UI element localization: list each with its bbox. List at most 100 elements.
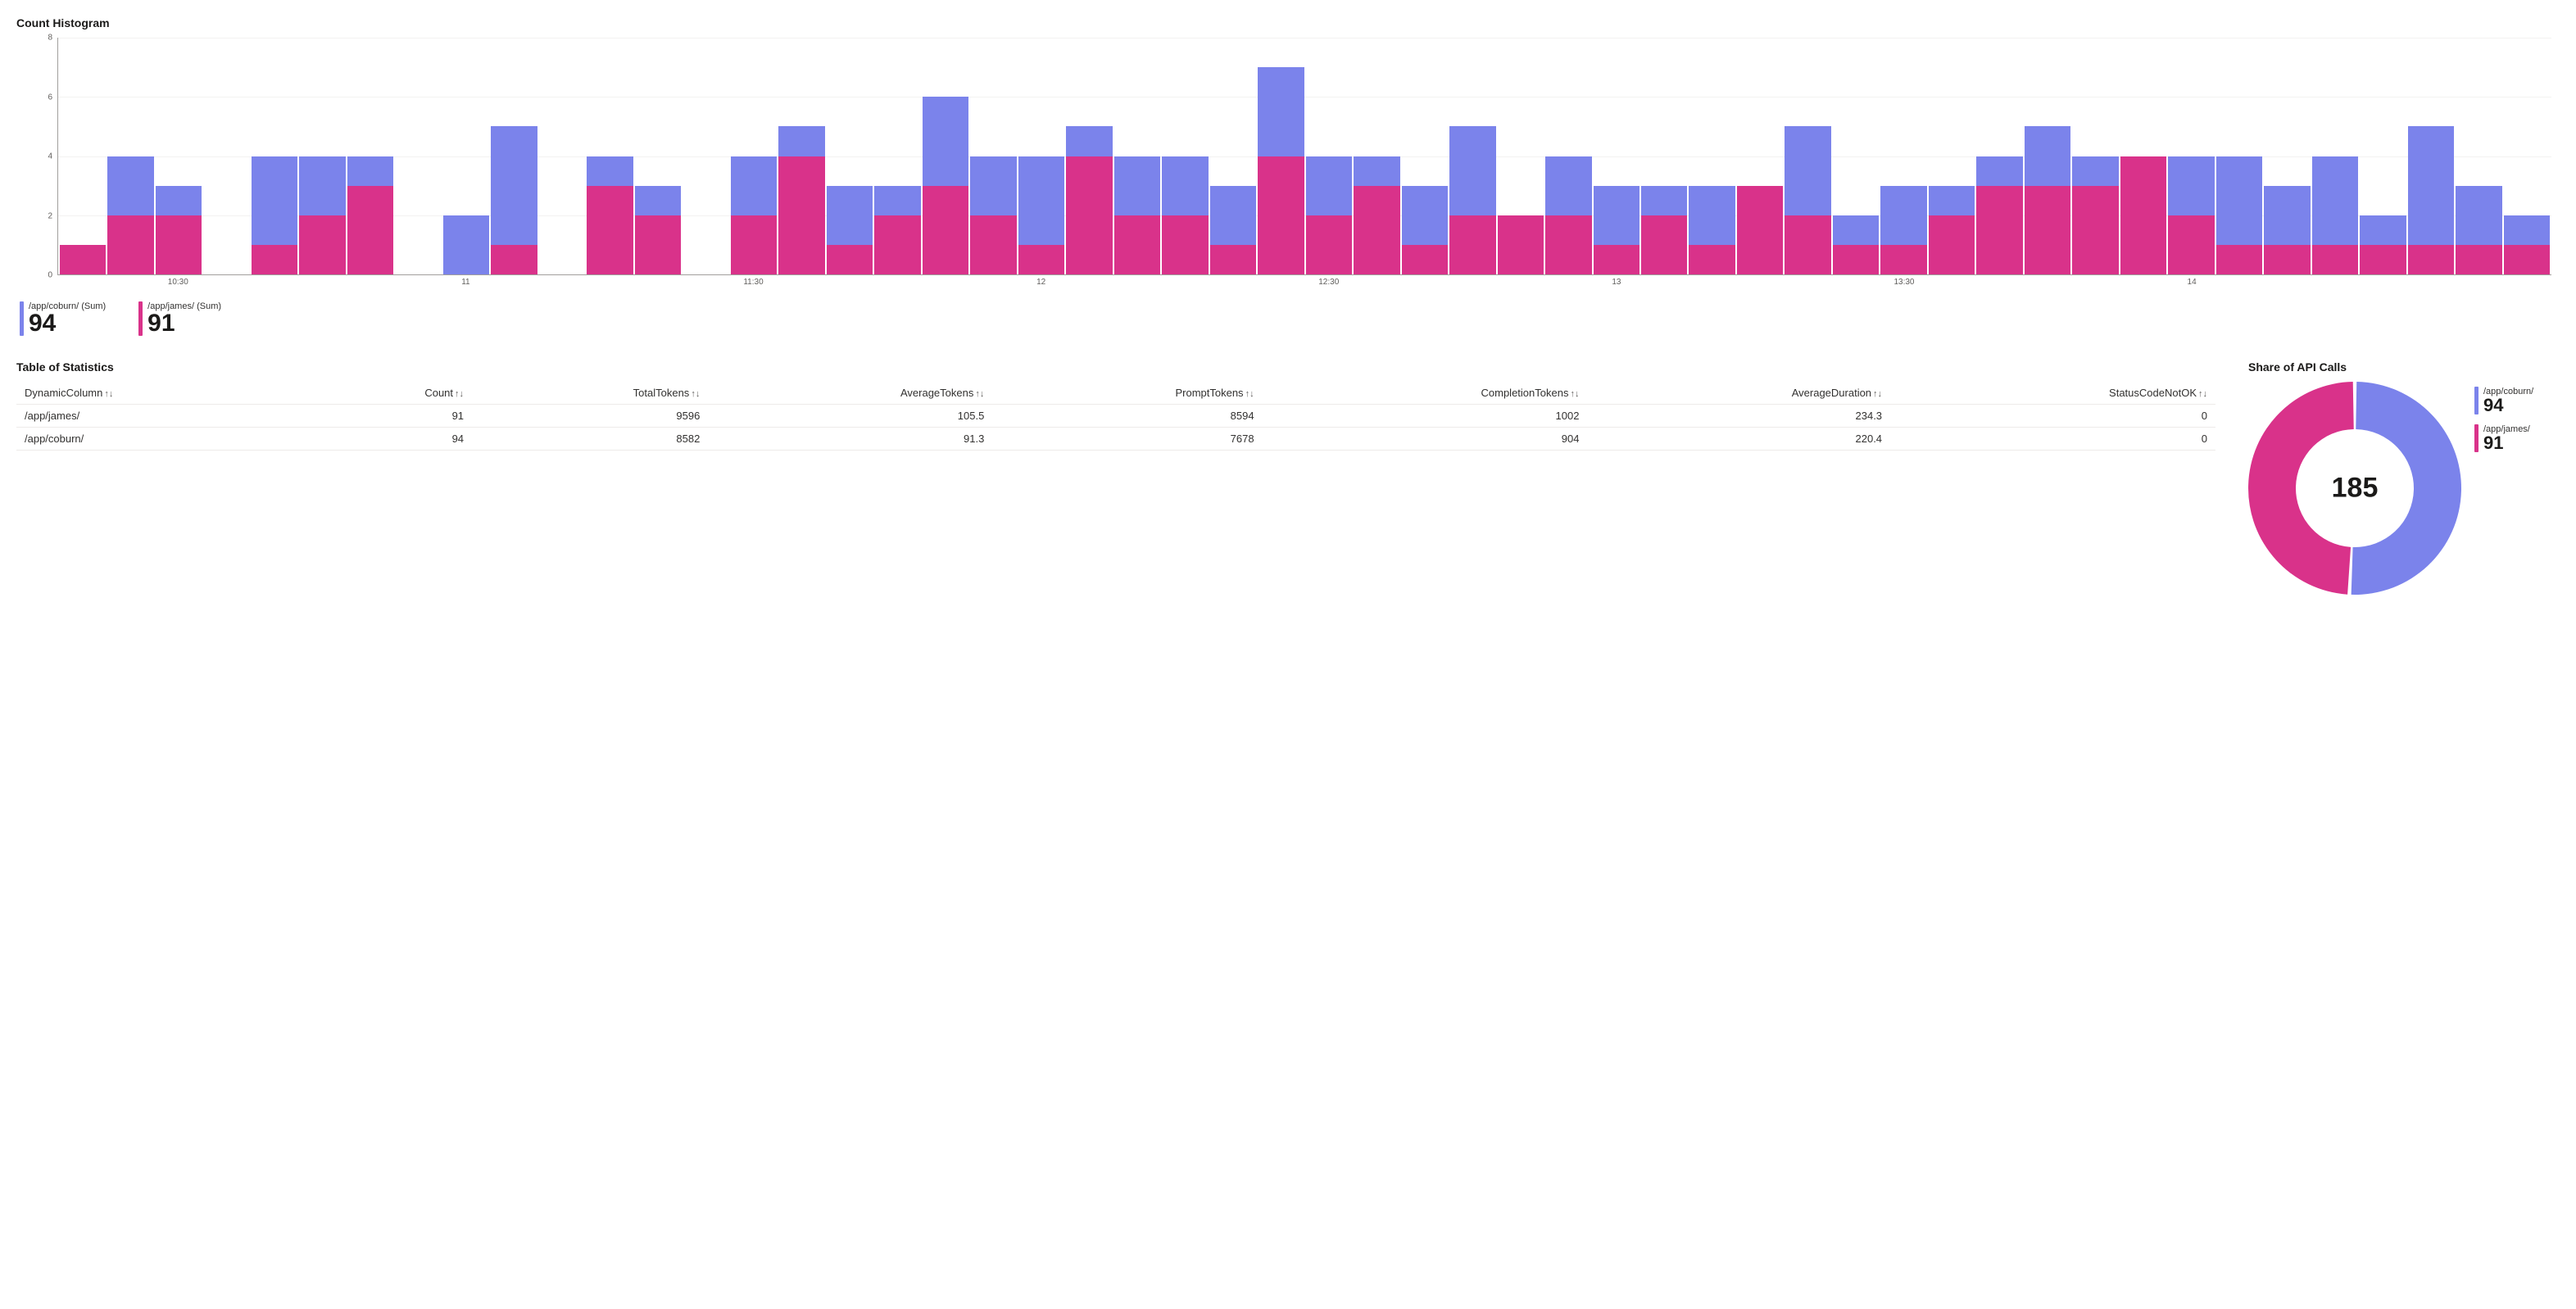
donut-legend-item-coburn[interactable]: /app/coburn/94 [2474,387,2533,414]
histogram-bar[interactable] [587,38,633,274]
column-label: TotalTokens [633,387,690,399]
histogram-bar[interactable] [1833,38,1879,274]
table-cell: 91 [315,405,472,428]
x-tick-label: 10:30 [168,278,188,287]
x-tick-label: 13 [1612,278,1621,287]
histogram-bar[interactable] [1018,38,1064,274]
histogram-bar[interactable] [443,38,489,274]
bar-segment-coburn [252,156,297,245]
histogram-bar[interactable] [1066,38,1112,274]
bar-segment-james [2216,245,2262,274]
histogram-bar[interactable] [1162,38,1208,274]
histogram-bar[interactable] [60,38,106,274]
histogram-bar[interactable] [683,38,728,274]
table-header-count[interactable]: Count↑↓ [315,382,472,405]
bar-segment-coburn [1976,156,2022,186]
histogram-bar[interactable] [1306,38,1352,274]
legend-item-james[interactable]: /app/james/ (Sum)91 [138,301,221,336]
histogram-bar[interactable] [347,38,393,274]
histogram-bar[interactable] [1880,38,1926,274]
histogram-bar[interactable] [2504,38,2550,274]
histogram-bar[interactable] [778,38,824,274]
histogram-bar[interactable] [2408,38,2454,274]
histogram-bar[interactable] [107,38,153,274]
histogram-bar[interactable] [395,38,441,274]
table-header-averagetokens[interactable]: AverageTokens↑↓ [708,382,992,405]
legend-swatch [138,301,143,336]
y-tick-label: 6 [48,93,52,102]
histogram-bar[interactable] [1354,38,1399,274]
histogram-bar[interactable] [1689,38,1735,274]
table-header-completiontokens[interactable]: CompletionTokens↑↓ [1263,382,1588,405]
histogram-bar[interactable] [2312,38,2358,274]
histogram-bar[interactable] [2264,38,2310,274]
histogram-bar[interactable] [2216,38,2262,274]
histogram-bar[interactable] [731,38,777,274]
bar-segment-james [1594,245,1639,274]
histogram-bar[interactable] [491,38,537,274]
histogram-bar[interactable] [635,38,681,274]
histogram-bar[interactable] [1114,38,1160,274]
legend-value: 94 [2483,396,2533,414]
histogram-bar[interactable] [874,38,920,274]
histogram-bar[interactable] [2072,38,2118,274]
sort-icon: ↑↓ [455,389,464,399]
table-header-statuscodenotok[interactable]: StatusCodeNotOK↑↓ [1890,382,2215,405]
histogram-bar[interactable] [1210,38,1256,274]
table-cell: 8582 [472,428,708,451]
histogram-bar[interactable] [1737,38,1783,274]
table-header-totaltokens[interactable]: TotalTokens↑↓ [472,382,708,405]
sort-icon: ↑↓ [1245,389,1254,399]
column-label: DynamicColumn [25,387,102,399]
histogram-bar[interactable] [923,38,968,274]
bar-segment-coburn [1785,126,1830,215]
table-row[interactable]: /app/coburn/94858291.37678904220.40 [16,428,2215,451]
table-cell: /app/james/ [16,405,315,428]
legend-item-coburn[interactable]: /app/coburn/ (Sum)94 [20,301,106,336]
histogram-bar[interactable] [2120,38,2166,274]
histogram-bar[interactable] [539,38,585,274]
histogram-bar[interactable] [203,38,249,274]
histogram-bar[interactable] [1498,38,1544,274]
column-label: StatusCodeNotOK [2109,387,2197,399]
bar-segment-coburn [1880,186,1926,245]
bar-segment-coburn [1162,156,1208,215]
histogram-bar[interactable] [2360,38,2406,274]
histogram-bar[interactable] [1258,38,1304,274]
bar-segment-james [731,215,777,274]
histogram-bar[interactable] [1594,38,1639,274]
table-cell: 0 [1890,405,2215,428]
histogram-bar[interactable] [1641,38,1687,274]
sort-icon: ↑↓ [691,389,700,399]
histogram-bar[interactable] [252,38,297,274]
donut-legend-item-james[interactable]: /app/james/91 [2474,424,2533,452]
bar-segment-james [1162,215,1208,274]
histogram-bar[interactable] [1545,38,1591,274]
bar-segment-james [2264,245,2310,274]
table-cell: 9596 [472,405,708,428]
histogram-bar[interactable] [1929,38,1975,274]
histogram-bar[interactable] [827,38,873,274]
bar-segment-james [2504,245,2550,274]
bar-segment-james [2025,186,2070,274]
histogram-bar[interactable] [1976,38,2022,274]
bar-segment-james [923,186,968,274]
share-donut-title: Share of API Calls [2248,360,2560,374]
histogram-bar[interactable] [2168,38,2214,274]
table-header-prompttokens[interactable]: PromptTokens↑↓ [992,382,1262,405]
bar-segment-coburn [156,186,202,215]
histogram-bar[interactable] [1785,38,1830,274]
legend-value: 94 [29,311,106,336]
histogram-bar[interactable] [1449,38,1495,274]
column-label: AverageTokens [900,387,973,399]
histogram-bar[interactable] [970,38,1016,274]
histogram-bar[interactable] [2456,38,2501,274]
table-header-averageduration[interactable]: AverageDuration↑↓ [1587,382,1890,405]
bar-segment-james [1689,245,1735,274]
histogram-bar[interactable] [1402,38,1448,274]
table-header-dynamiccolumn[interactable]: DynamicColumn↑↓ [16,382,315,405]
histogram-bar[interactable] [2025,38,2070,274]
histogram-bar[interactable] [156,38,202,274]
table-row[interactable]: /app/james/919596105.585941002234.30 [16,405,2215,428]
histogram-bar[interactable] [299,38,345,274]
